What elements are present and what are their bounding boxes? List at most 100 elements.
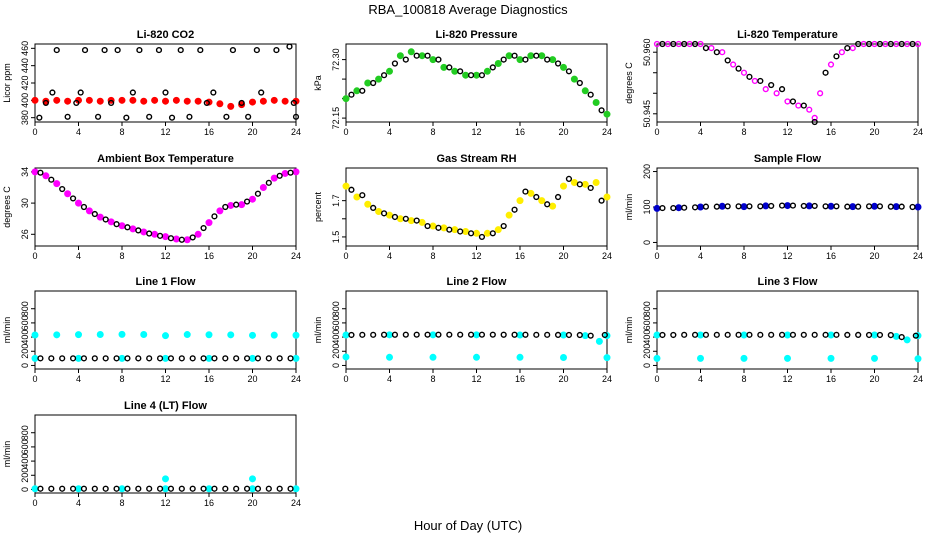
data-point: [489, 230, 496, 237]
data-point: [162, 332, 169, 340]
data-point: [370, 331, 377, 338]
data-point: [211, 485, 218, 492]
data-point: [151, 96, 159, 104]
data-point: [724, 203, 731, 210]
data-point: [359, 192, 366, 199]
data-point: [364, 79, 372, 87]
data-point: [101, 46, 108, 54]
data-point: [96, 330, 104, 338]
data-point: [59, 185, 66, 193]
data-point: [31, 331, 39, 339]
x-tick-label: 12: [782, 127, 792, 137]
data-point: [691, 204, 699, 211]
data-point: [276, 355, 283, 362]
data-point: [254, 190, 262, 197]
data-point: [653, 354, 661, 362]
data-point: [375, 208, 383, 216]
data-point: [113, 221, 120, 228]
data-point: [197, 46, 204, 54]
x-tick-label: 8: [741, 251, 746, 261]
data-point: [118, 222, 126, 230]
data-point: [113, 355, 120, 362]
data-point: [691, 40, 699, 48]
data-point: [391, 331, 399, 338]
x-tick-label: 24: [291, 374, 301, 384]
data-point: [592, 179, 600, 187]
data-point: [205, 354, 213, 362]
data-point: [505, 211, 513, 219]
data-point: [595, 337, 603, 345]
data-point: [659, 40, 666, 48]
data-point: [287, 355, 294, 362]
data-point: [31, 96, 39, 104]
data-point: [37, 485, 44, 492]
data-point: [200, 355, 207, 362]
y-tick-label: 50.945: [642, 100, 652, 128]
data-point: [713, 49, 720, 56]
data-point: [560, 354, 567, 362]
x-tick-label: 4: [387, 374, 392, 384]
data-point: [424, 52, 431, 59]
data-point: [273, 46, 280, 54]
data-point: [565, 331, 573, 339]
data-point: [73, 99, 80, 107]
data-point: [249, 485, 256, 493]
data-point: [243, 485, 251, 492]
data-point: [203, 99, 210, 107]
data-point: [855, 40, 862, 48]
y-tick-label: 34: [20, 167, 30, 177]
data-point: [581, 180, 589, 188]
data-point: [353, 87, 361, 95]
data-point: [697, 203, 704, 211]
data-point: [697, 331, 704, 339]
data-point: [211, 355, 218, 362]
data-point: [136, 46, 143, 54]
data-point: [457, 228, 464, 235]
data-point: [258, 89, 265, 96]
data-point: [598, 197, 605, 204]
data-point: [833, 331, 840, 338]
series-0: [31, 330, 300, 362]
data-point: [806, 106, 813, 113]
data-point: [281, 97, 289, 105]
data-point: [844, 45, 851, 52]
data-point: [265, 355, 272, 362]
data-point: [48, 485, 55, 492]
data-point: [183, 331, 191, 339]
y-tick-label: 200: [20, 344, 30, 359]
data-point: [587, 332, 594, 339]
x-tick-label: 8: [430, 251, 435, 261]
data-point: [380, 331, 388, 338]
data-point: [522, 56, 529, 63]
data-point: [216, 207, 224, 215]
plot-frame: [345, 43, 608, 123]
data-point: [511, 52, 518, 59]
data-point: [386, 331, 393, 339]
data-point: [440, 224, 448, 232]
data-point: [576, 331, 583, 339]
data-point: [429, 222, 437, 230]
data-point: [805, 202, 813, 210]
data-point: [538, 197, 546, 205]
data-point: [107, 218, 115, 226]
x-tick-label: 4: [76, 374, 81, 384]
data-point: [800, 202, 807, 210]
y-tick-label: 1.5: [331, 231, 341, 244]
data-point: [348, 186, 355, 193]
data-point: [768, 202, 775, 210]
data-point: [876, 40, 884, 48]
x-tick-label: 20: [247, 498, 257, 508]
data-point: [478, 233, 486, 241]
y-tick-label: 400: [20, 93, 30, 108]
data-point: [186, 113, 193, 120]
data-point: [276, 172, 283, 179]
data-point: [876, 203, 884, 210]
data-point: [522, 331, 529, 338]
data-point: [914, 355, 922, 363]
data-point: [69, 485, 77, 492]
x-tick-label: 16: [826, 251, 836, 261]
data-point: [467, 72, 475, 79]
x-tick-label: 24: [913, 374, 923, 384]
